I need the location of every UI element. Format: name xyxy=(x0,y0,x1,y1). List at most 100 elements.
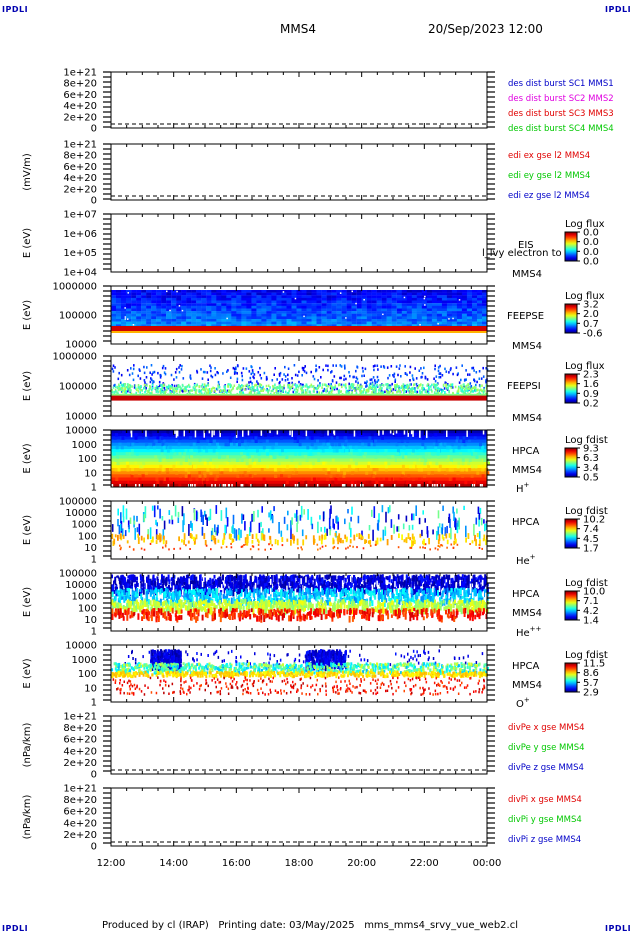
heatmap-cell xyxy=(261,506,263,513)
heatmap-cell xyxy=(421,433,425,437)
heatmap-cell xyxy=(276,300,282,304)
heatmap-cell xyxy=(286,303,292,306)
heatmap-cell xyxy=(374,364,376,367)
y-tick-label: 10 xyxy=(84,543,97,554)
heatmap-cell xyxy=(286,308,292,312)
heatmap-cell xyxy=(226,442,230,447)
heatmap-cell xyxy=(485,539,487,546)
heatmap-cell xyxy=(160,452,164,456)
heatmap-cell xyxy=(351,308,357,312)
heatmap-cell xyxy=(240,392,242,395)
heatmap-cell xyxy=(349,544,351,547)
heatmap-cell xyxy=(435,375,438,378)
heatmap-cell xyxy=(482,313,488,317)
heatmap-cell xyxy=(244,521,246,531)
heatmap-cell xyxy=(386,319,392,322)
heatmap-cell xyxy=(211,308,217,312)
heatmap-cell xyxy=(164,390,167,393)
heatmap-cell xyxy=(209,508,212,520)
heatmap-cell xyxy=(143,548,146,551)
heatmap-cell xyxy=(175,430,178,438)
heatmap-cell xyxy=(313,583,316,590)
heatmap-cell xyxy=(371,290,377,293)
heatmap-cell xyxy=(444,471,448,475)
heatmap-cell xyxy=(231,319,237,322)
heatmap-cell xyxy=(396,295,402,299)
heatmap-cell xyxy=(350,384,352,387)
heatmap-cell xyxy=(373,392,375,395)
heatmap-cell xyxy=(279,371,282,375)
heatmap-cell xyxy=(301,305,307,309)
heatmap-cell xyxy=(246,292,252,296)
heatmap-cell xyxy=(401,308,407,312)
heatmap-cell xyxy=(469,390,472,394)
heatmap-cell xyxy=(211,311,217,314)
heatmap-cell xyxy=(293,439,297,443)
heatmap-cell xyxy=(304,480,308,485)
heatmap-cell xyxy=(203,461,207,466)
heatmap-cell xyxy=(197,445,201,450)
heatmap-cell xyxy=(113,461,117,466)
heatmap-cell xyxy=(347,392,350,395)
heatmap-cell xyxy=(152,536,154,543)
heatmap-cell xyxy=(183,533,186,540)
heatmap-cell xyxy=(441,300,448,304)
heatmap-cell xyxy=(405,515,408,522)
heatmap-cell xyxy=(426,390,429,393)
heatmap-cell xyxy=(241,316,247,320)
heatmap-cell xyxy=(132,324,135,326)
heatmap-cell xyxy=(451,308,458,312)
heatmap-cell xyxy=(392,388,395,391)
heatmap-cell xyxy=(301,308,307,312)
heatmap-cell xyxy=(287,373,289,377)
heatmap-cell xyxy=(358,483,362,488)
heatmap-cell xyxy=(379,388,382,391)
heatmap-cell xyxy=(306,300,312,304)
heatmap-cell xyxy=(379,574,382,580)
heatmap-cell xyxy=(350,386,353,389)
heatmap-cell xyxy=(232,538,235,542)
heatmap-cell xyxy=(327,430,329,436)
heatmap-cell xyxy=(149,371,151,374)
heatmap-cell xyxy=(200,449,204,453)
heatmap-cell xyxy=(237,386,239,389)
heatmap-cell xyxy=(440,388,442,391)
heatmap-cell xyxy=(215,464,219,469)
heatmap-cell xyxy=(302,385,304,388)
heatmap-cell xyxy=(364,381,366,384)
heatmap-cell xyxy=(236,313,242,317)
heatmap-cell xyxy=(409,383,411,386)
heatmap-cell xyxy=(459,386,462,390)
heatmap-cell xyxy=(243,471,247,475)
heatmap-cell xyxy=(296,305,302,309)
heatmap-cell xyxy=(282,291,285,293)
heatmap-cell xyxy=(296,290,302,293)
heatmap-cell xyxy=(261,297,267,301)
heatmap-cell xyxy=(411,524,414,530)
heatmap-cell xyxy=(156,295,162,299)
heatmap-cell xyxy=(116,313,122,317)
heatmap-cell xyxy=(421,319,427,322)
heatmap-cell xyxy=(414,433,418,437)
heatmap-cell xyxy=(291,308,297,312)
heatmap-cell xyxy=(448,468,452,472)
heatmap-cell xyxy=(171,324,177,328)
heatmap-cell xyxy=(286,464,289,469)
heatmap-cell xyxy=(111,468,487,472)
heatmap-cell xyxy=(394,480,398,485)
heatmap-cell xyxy=(321,303,327,306)
heatmap-cell xyxy=(344,385,347,388)
heatmap-cell xyxy=(368,387,370,390)
heatmap-cell xyxy=(335,364,337,367)
heatmap-cell xyxy=(482,297,488,301)
heatmap-cell xyxy=(457,442,461,447)
heatmap-cell xyxy=(392,574,395,582)
heatmap-cell xyxy=(295,391,297,394)
heatmap-cell xyxy=(260,377,263,380)
heatmap-cell xyxy=(161,321,167,325)
heatmap-cell xyxy=(401,305,407,309)
heatmap-cell xyxy=(480,517,483,526)
heatmap-cell xyxy=(400,375,402,378)
heatmap-cell xyxy=(301,319,307,322)
heatmap-cell xyxy=(381,387,383,390)
